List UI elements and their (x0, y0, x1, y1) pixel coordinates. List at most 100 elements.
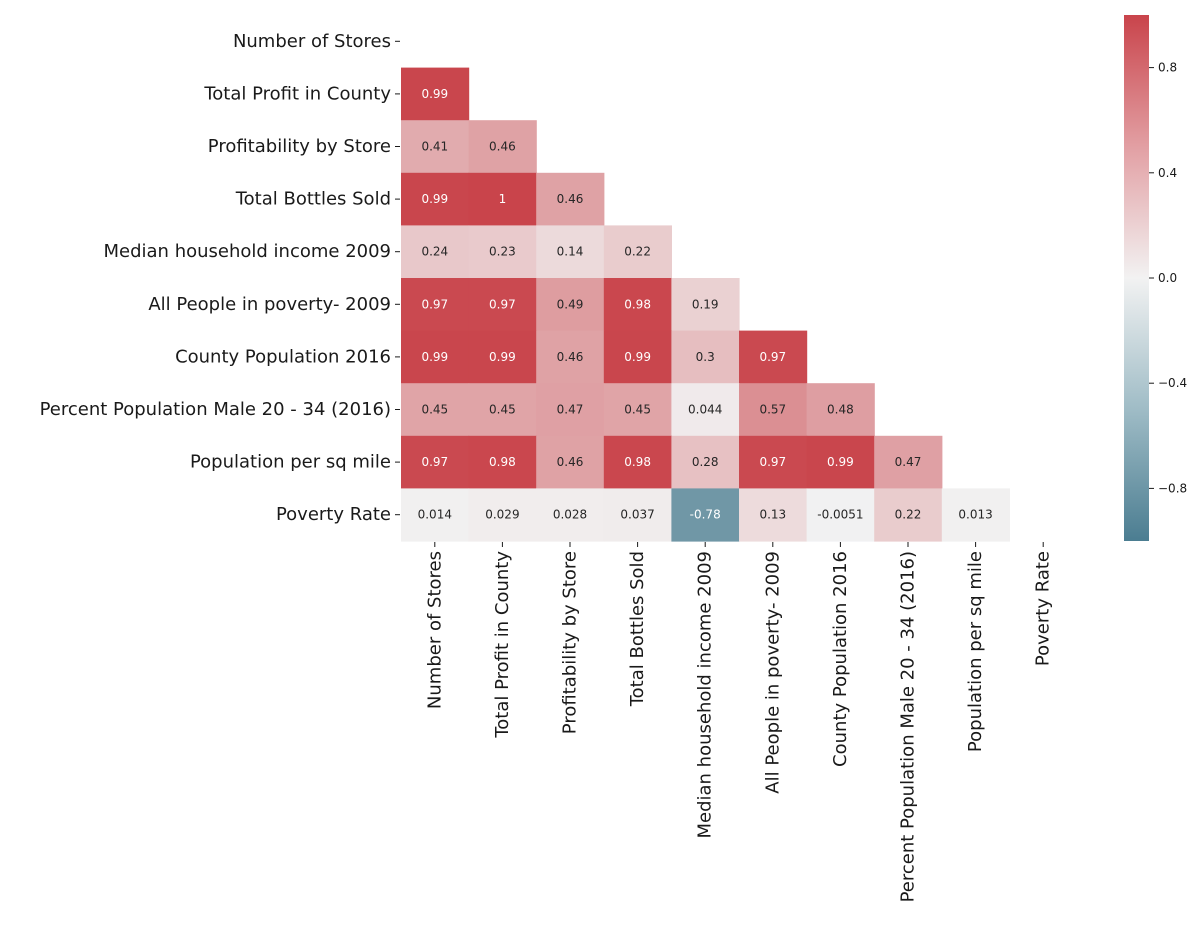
column-label: County Population 2016 (830, 551, 851, 767)
cell-value-label: 0.13 (759, 508, 786, 522)
heatmap-cell (603, 383, 672, 437)
cell-value-label: 0.28 (692, 455, 719, 469)
heatmap-cell (739, 488, 808, 542)
heatmap-cell (941, 488, 1010, 542)
cell-value-label: 0.45 (624, 403, 651, 417)
heatmap-cell (739, 330, 808, 384)
heatmap-cell (401, 172, 470, 226)
cell-value-label: 0.46 (557, 455, 584, 469)
cell-value-label: 0.029 (485, 508, 519, 522)
heatmap-cell (671, 488, 740, 542)
colorbar-tick-label: −0.4 (1158, 376, 1187, 390)
heatmap-cell (536, 225, 605, 279)
cell-value-label: 0.47 (895, 455, 922, 469)
cell-value-label: 0.23 (489, 245, 516, 259)
heatmap-cell (874, 435, 943, 489)
colorbar-tick-label: 0.4 (1158, 166, 1177, 180)
colorbar-tick-label: 0.8 (1158, 61, 1177, 75)
column-label: Poverty Rate (1033, 551, 1054, 666)
cell-value-label: 0.48 (827, 403, 854, 417)
heatmap-cell (536, 172, 605, 226)
row-label: Poverty Rate (276, 504, 391, 525)
cell-value-label: 0.19 (692, 297, 719, 311)
heatmap-cell (401, 120, 470, 174)
heatmap-cell (468, 383, 537, 437)
cell-value-label: 0.24 (421, 245, 448, 259)
cell-value-label: 0.22 (895, 508, 922, 522)
heatmap-cell (603, 488, 672, 542)
column-label: Population per sq mile (965, 551, 986, 752)
heatmap-cell (671, 383, 740, 437)
row-label: Total Bottles Sold (235, 189, 391, 210)
column-label: Total Profit in County (492, 551, 513, 739)
heatmap-cell (468, 225, 537, 279)
cell-value-label: 0.97 (759, 455, 786, 469)
cell-value-label: 0.97 (489, 297, 516, 311)
heatmap-cell (468, 120, 537, 174)
cell-value-label: 0.044 (688, 403, 722, 417)
heatmap-cell (468, 278, 537, 332)
heatmap-cell (468, 435, 537, 489)
cell-value-label: 0.97 (421, 297, 448, 311)
cell-value-label: 0.45 (489, 403, 516, 417)
heatmap-cell (603, 330, 672, 384)
cell-value-label: 0.99 (489, 350, 516, 364)
cell-value-label: 0.97 (421, 455, 448, 469)
row-label: All People in poverty- 2009 (148, 294, 391, 315)
column-label: All People in poverty- 2009 (762, 551, 783, 794)
cell-value-label: 0.14 (557, 245, 584, 259)
colorbar: 0.8 0.4 0.0 −0.4 −0.8 (1124, 15, 1187, 541)
heatmap-cell (401, 435, 470, 489)
row-label: Population per sq mile (190, 452, 391, 473)
cell-value-label: 0.99 (421, 350, 448, 364)
cell-value-label: 0.98 (624, 297, 651, 311)
cell-value-label: 0.46 (557, 192, 584, 206)
cell-value-label: 0.41 (421, 140, 448, 154)
cell-value-label: 0.47 (557, 403, 584, 417)
heatmap-cell (401, 330, 470, 384)
cell-value-label: 0.99 (827, 455, 854, 469)
row-label: Median household income 2009 (104, 241, 392, 262)
cell-value-label: 0.014 (418, 508, 452, 522)
heatmap-cell (468, 330, 537, 384)
heatmap-cell (401, 225, 470, 279)
row-label: Number of Stores (233, 31, 391, 52)
heatmap-cell (603, 435, 672, 489)
cell-value-label: 0.028 (553, 508, 587, 522)
heatmap-cell (806, 383, 875, 437)
heatmap-cell (671, 278, 740, 332)
column-label: Number of Stores (424, 551, 445, 709)
cell-value-label: -0.78 (690, 508, 721, 522)
heatmap-cell (806, 488, 875, 542)
column-label: Median household income 2009 (695, 551, 716, 839)
heatmap-cell (874, 488, 943, 542)
column-label: Profitability by Store (560, 551, 581, 734)
heatmap-cell (536, 435, 605, 489)
heatmap-cells: 0.99 0.41 0.46 0.99 1 0.46 0.24 0.23 0.14 0.22 0.9… (401, 67, 1010, 542)
column-label: Total Bottles Sold (627, 551, 648, 707)
cell-value-label: 0.013 (958, 508, 992, 522)
row-labels: Number of Stores Total Profit in County Pr… (40, 31, 400, 525)
heatmap-cell (468, 172, 537, 226)
heatmap-cell (603, 278, 672, 332)
colorbar-tick-label: −0.8 (1158, 481, 1187, 495)
heatmap-cell (401, 488, 470, 542)
heatmap-cell (401, 67, 470, 121)
heatmap-cell (536, 278, 605, 332)
cell-value-label: 0.99 (421, 87, 448, 101)
cell-value-label: 0.57 (759, 403, 786, 417)
heatmap-cell (536, 383, 605, 437)
heatmap-cell (401, 383, 470, 437)
column-labels: Number of Stores Total Profit in County Pr… (424, 542, 1054, 902)
cell-value-label: 0.45 (421, 403, 448, 417)
cell-value-label: 0.98 (624, 455, 651, 469)
heatmap-cell (401, 278, 470, 332)
colorbar-tick-label: 0.0 (1158, 271, 1177, 285)
cell-value-label: 0.3 (696, 350, 715, 364)
row-label: County Population 2016 (175, 346, 391, 367)
heatmap-cell (468, 488, 537, 542)
heatmap-cell (536, 488, 605, 542)
cell-value-label: 0.99 (421, 192, 448, 206)
cell-value-label: 1 (499, 192, 507, 206)
